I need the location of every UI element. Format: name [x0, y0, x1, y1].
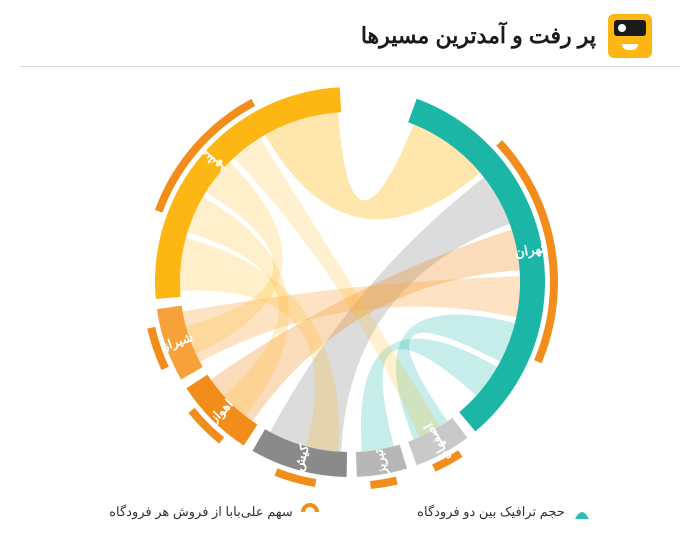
page-title: پر رفت و آمدترین مسیرها — [361, 23, 596, 49]
legend-traffic-swatch — [573, 503, 591, 521]
header: پر رفت و آمدترین مسیرها — [20, 0, 680, 67]
legend: حجم ترافیک بین دو فرودگاه سهم علی‌بابا ا… — [0, 497, 700, 521]
share-arc-tabriz — [370, 477, 398, 489]
ribbons — [180, 112, 520, 451]
legend-traffic: حجم ترافیک بین دو فرودگاه — [417, 503, 591, 521]
brand-logo — [608, 14, 652, 58]
legend-share-label: سهم علی‌بابا از فروش هر فرودگاه — [109, 504, 293, 520]
legend-share-swatch — [301, 503, 319, 521]
legend-share: سهم علی‌بابا از فروش هر فرودگاه — [109, 503, 319, 521]
legend-traffic-label: حجم ترافیک بین دو فرودگاه — [417, 504, 565, 520]
chord-svg: تهراناصفهانتبریزکیشاهوازشیرازمشهد — [0, 67, 700, 497]
chord-chart: تهراناصفهانتبریزکیشاهوازشیرازمشهد — [0, 67, 700, 497]
